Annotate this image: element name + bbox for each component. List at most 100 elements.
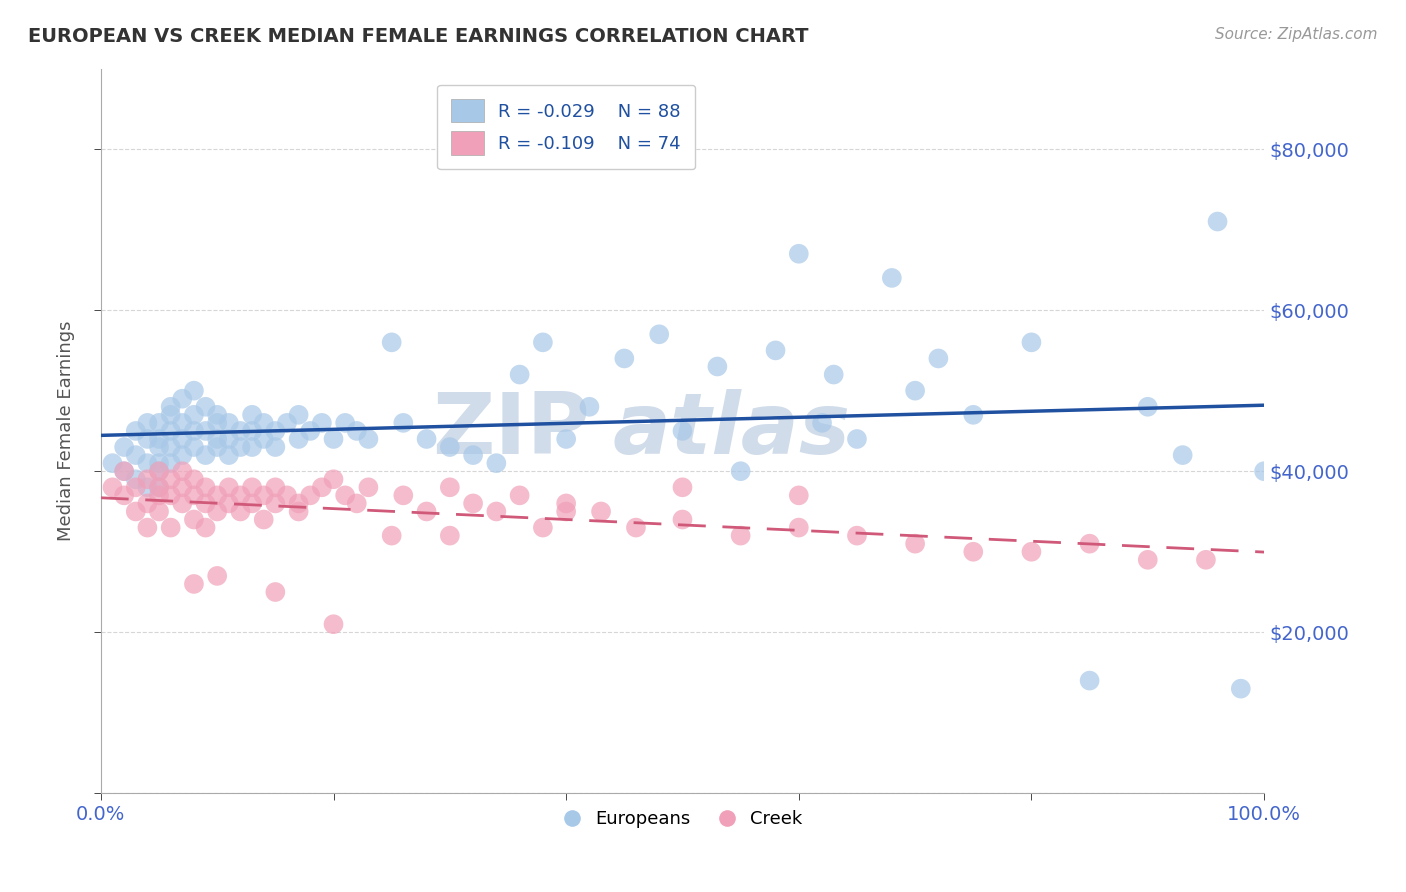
Point — [159, 472, 181, 486]
Point — [240, 424, 263, 438]
Point — [136, 456, 159, 470]
Point — [136, 480, 159, 494]
Point — [183, 408, 205, 422]
Point — [461, 496, 484, 510]
Point — [765, 343, 787, 358]
Point — [346, 496, 368, 510]
Point — [159, 424, 181, 438]
Point — [172, 432, 194, 446]
Point — [159, 400, 181, 414]
Point — [648, 327, 671, 342]
Point — [613, 351, 636, 366]
Y-axis label: Median Female Earnings: Median Female Earnings — [58, 321, 75, 541]
Point — [136, 520, 159, 534]
Point — [183, 512, 205, 526]
Point — [136, 432, 159, 446]
Text: EUROPEAN VS CREEK MEDIAN FEMALE EARNINGS CORRELATION CHART: EUROPEAN VS CREEK MEDIAN FEMALE EARNINGS… — [28, 27, 808, 45]
Point — [287, 432, 309, 446]
Point — [183, 424, 205, 438]
Point — [218, 448, 240, 462]
Point — [730, 464, 752, 478]
Point — [240, 440, 263, 454]
Point — [240, 496, 263, 510]
Point — [962, 545, 984, 559]
Point — [194, 424, 217, 438]
Point — [172, 496, 194, 510]
Point — [112, 464, 135, 478]
Point — [439, 440, 461, 454]
Point — [148, 416, 170, 430]
Point — [183, 472, 205, 486]
Point — [125, 448, 148, 462]
Point — [589, 504, 612, 518]
Point — [1021, 545, 1043, 559]
Point — [172, 392, 194, 406]
Point — [811, 416, 834, 430]
Point — [1078, 537, 1101, 551]
Point — [392, 488, 415, 502]
Point — [205, 504, 228, 518]
Point — [240, 480, 263, 494]
Text: Source: ZipAtlas.com: Source: ZipAtlas.com — [1215, 27, 1378, 42]
Point — [299, 488, 322, 502]
Point — [415, 504, 437, 518]
Point — [415, 432, 437, 446]
Point — [183, 488, 205, 502]
Point — [357, 480, 380, 494]
Point — [159, 408, 181, 422]
Point — [287, 504, 309, 518]
Point — [136, 472, 159, 486]
Point — [287, 408, 309, 422]
Point — [148, 456, 170, 470]
Point — [183, 440, 205, 454]
Point — [101, 480, 124, 494]
Point — [671, 480, 693, 494]
Point — [509, 368, 531, 382]
Text: ZIP: ZIP — [432, 390, 589, 473]
Point — [1136, 400, 1159, 414]
Point — [322, 472, 344, 486]
Point — [846, 528, 869, 542]
Point — [125, 480, 148, 494]
Point — [730, 528, 752, 542]
Point — [276, 488, 298, 502]
Point — [205, 569, 228, 583]
Point — [439, 480, 461, 494]
Point — [322, 617, 344, 632]
Point — [1021, 335, 1043, 350]
Point — [172, 464, 194, 478]
Point — [322, 432, 344, 446]
Point — [148, 432, 170, 446]
Legend: Europeans, Creek: Europeans, Creek — [555, 803, 810, 835]
Point — [125, 424, 148, 438]
Point — [112, 464, 135, 478]
Point — [112, 440, 135, 454]
Point — [159, 520, 181, 534]
Point — [1195, 553, 1218, 567]
Point — [485, 504, 508, 518]
Point — [159, 440, 181, 454]
Point — [392, 416, 415, 430]
Point — [555, 504, 578, 518]
Point — [148, 488, 170, 502]
Point — [148, 440, 170, 454]
Point — [624, 520, 647, 534]
Point — [264, 496, 287, 510]
Point — [172, 448, 194, 462]
Point — [229, 440, 252, 454]
Point — [229, 504, 252, 518]
Point — [148, 464, 170, 478]
Point — [357, 432, 380, 446]
Point — [880, 271, 903, 285]
Point — [112, 488, 135, 502]
Point — [962, 408, 984, 422]
Point — [253, 432, 276, 446]
Point — [253, 512, 276, 526]
Point — [253, 416, 276, 430]
Point — [183, 577, 205, 591]
Point — [1078, 673, 1101, 688]
Point — [706, 359, 728, 374]
Point — [1230, 681, 1253, 696]
Point — [1253, 464, 1275, 478]
Point — [578, 400, 600, 414]
